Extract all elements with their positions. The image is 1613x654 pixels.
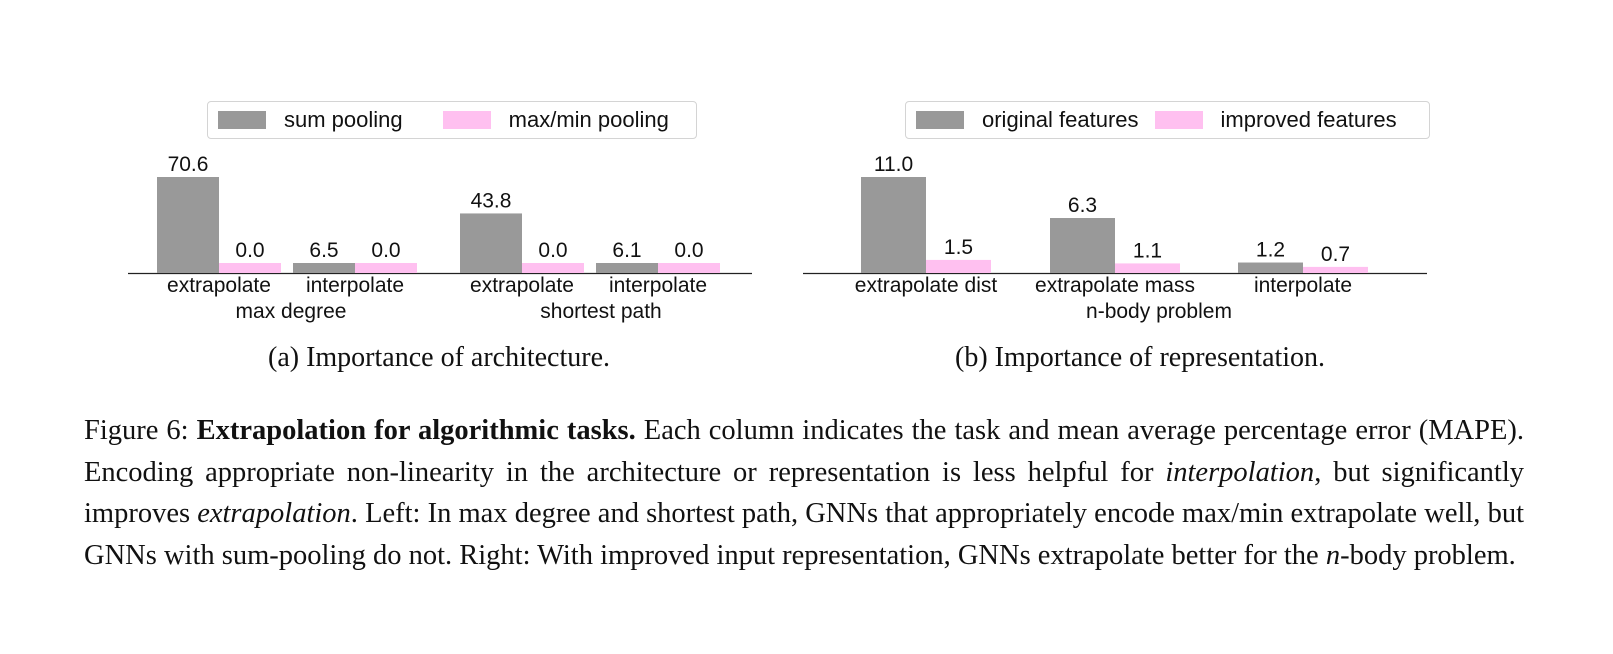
x-tick-label: extrapolate dist — [855, 274, 998, 297]
data-label: 11.0 — [874, 153, 913, 176]
bar-sum-pooling-2 — [460, 213, 522, 273]
data-label: 70.6 — [168, 153, 209, 176]
legend-label-max-min-pooling: max/min pooling — [508, 107, 669, 132]
legend-item-original-features: original features — [916, 107, 1139, 133]
legend-swatch-max-min-pooling — [442, 111, 491, 129]
legend-item-improved-features: improved features — [1154, 107, 1397, 133]
x-tick-label: extrapolate — [167, 274, 271, 297]
legend-label-sum-pooling: sum pooling — [284, 107, 403, 132]
data-label: 6.3 — [1068, 194, 1097, 217]
data-label: 1.1 — [1133, 239, 1162, 262]
group-label: n-body problem — [1086, 300, 1232, 323]
bar-original-features-2 — [1238, 262, 1303, 273]
legend-swatch-sum-pooling — [218, 111, 266, 129]
bar-sum-pooling-3 — [596, 263, 658, 273]
legend-swatch-improved-features — [1154, 111, 1203, 129]
bar-max-min-pooling-0 — [219, 263, 281, 273]
data-label: 0.0 — [235, 239, 264, 262]
figure-caption: Figure 6: Extrapolation for algorithmic … — [84, 410, 1524, 576]
figure-caption-text: , but significantly improves — [84, 456, 1524, 530]
group-label: shortest path — [540, 300, 661, 323]
figure-caption-text: Each column indicates the task and mean … — [84, 415, 1524, 488]
data-label: 0.0 — [538, 239, 567, 262]
figure-caption-title: Extrapolation for algorithmic tasks. — [196, 415, 636, 446]
bar-improved-features-2 — [1303, 266, 1368, 273]
data-label: 0.7 — [1321, 243, 1350, 266]
x-tick-label: extrapolate mass — [1035, 274, 1195, 297]
x-tick-label: interpolate — [609, 274, 707, 297]
bar-max-min-pooling-2 — [522, 263, 584, 273]
figure-label: Figure 6: — [84, 415, 197, 446]
x-tick-label: extrapolate — [470, 274, 574, 297]
legend-label-improved-features: improved features — [1220, 107, 1397, 132]
subcaption-architecture: (a) Importance of architecture. — [268, 342, 611, 373]
data-label: 0.0 — [371, 239, 400, 262]
bar-original-features-1 — [1050, 218, 1115, 273]
legend-item-sum-pooling: sum pooling — [218, 107, 403, 133]
legend-label-original-features: original features — [982, 107, 1139, 132]
bar-original-features-0 — [861, 177, 926, 273]
bar-max-min-pooling-3 — [658, 263, 720, 273]
bar-improved-features-0 — [926, 259, 991, 273]
legend-architecture: sum pooling max/min pooling — [207, 101, 697, 139]
bar-sum-pooling-0 — [157, 177, 219, 273]
bar-max-min-pooling-1 — [355, 263, 417, 273]
x-tick-label: interpolate — [1254, 274, 1352, 297]
data-label: 6.1 — [612, 239, 641, 262]
figure-caption-text: -body problem. — [1340, 539, 1516, 571]
bar-improved-features-1 — [1115, 263, 1180, 273]
x-tick-label: interpolate — [306, 274, 404, 297]
data-label: 1.5 — [944, 236, 973, 259]
data-label: 1.2 — [1256, 239, 1285, 262]
legend-representation: original features improved features — [905, 101, 1430, 139]
data-label: 6.5 — [309, 239, 338, 262]
figure-caption-text: . Left: In max degree and shortest path,… — [84, 498, 1524, 571]
data-label: 0.0 — [674, 239, 703, 262]
figure-caption-italic: interpolation — [1165, 456, 1315, 488]
subcaption-representation: (b) Importance of representation. — [955, 342, 1326, 373]
chart-architecture: 70.6 0.0 extrapolate 6.5 0.0 interpolate 43.8 0… — [128, 153, 752, 323]
legend-item-max-min-pooling: max/min pooling — [442, 107, 669, 133]
legend-swatch-original-features — [916, 111, 964, 129]
figure-caption-italic: n — [1325, 539, 1341, 571]
figure-caption-italic: extrapolation — [197, 498, 351, 529]
group-label: max degree — [236, 300, 347, 323]
data-label: 43.8 — [471, 189, 512, 212]
bar-sum-pooling-1 — [293, 263, 355, 273]
chart-representation: 11.0 1.5 extrapolate dist 6.3 1.1 extrapolate… — [803, 153, 1427, 323]
